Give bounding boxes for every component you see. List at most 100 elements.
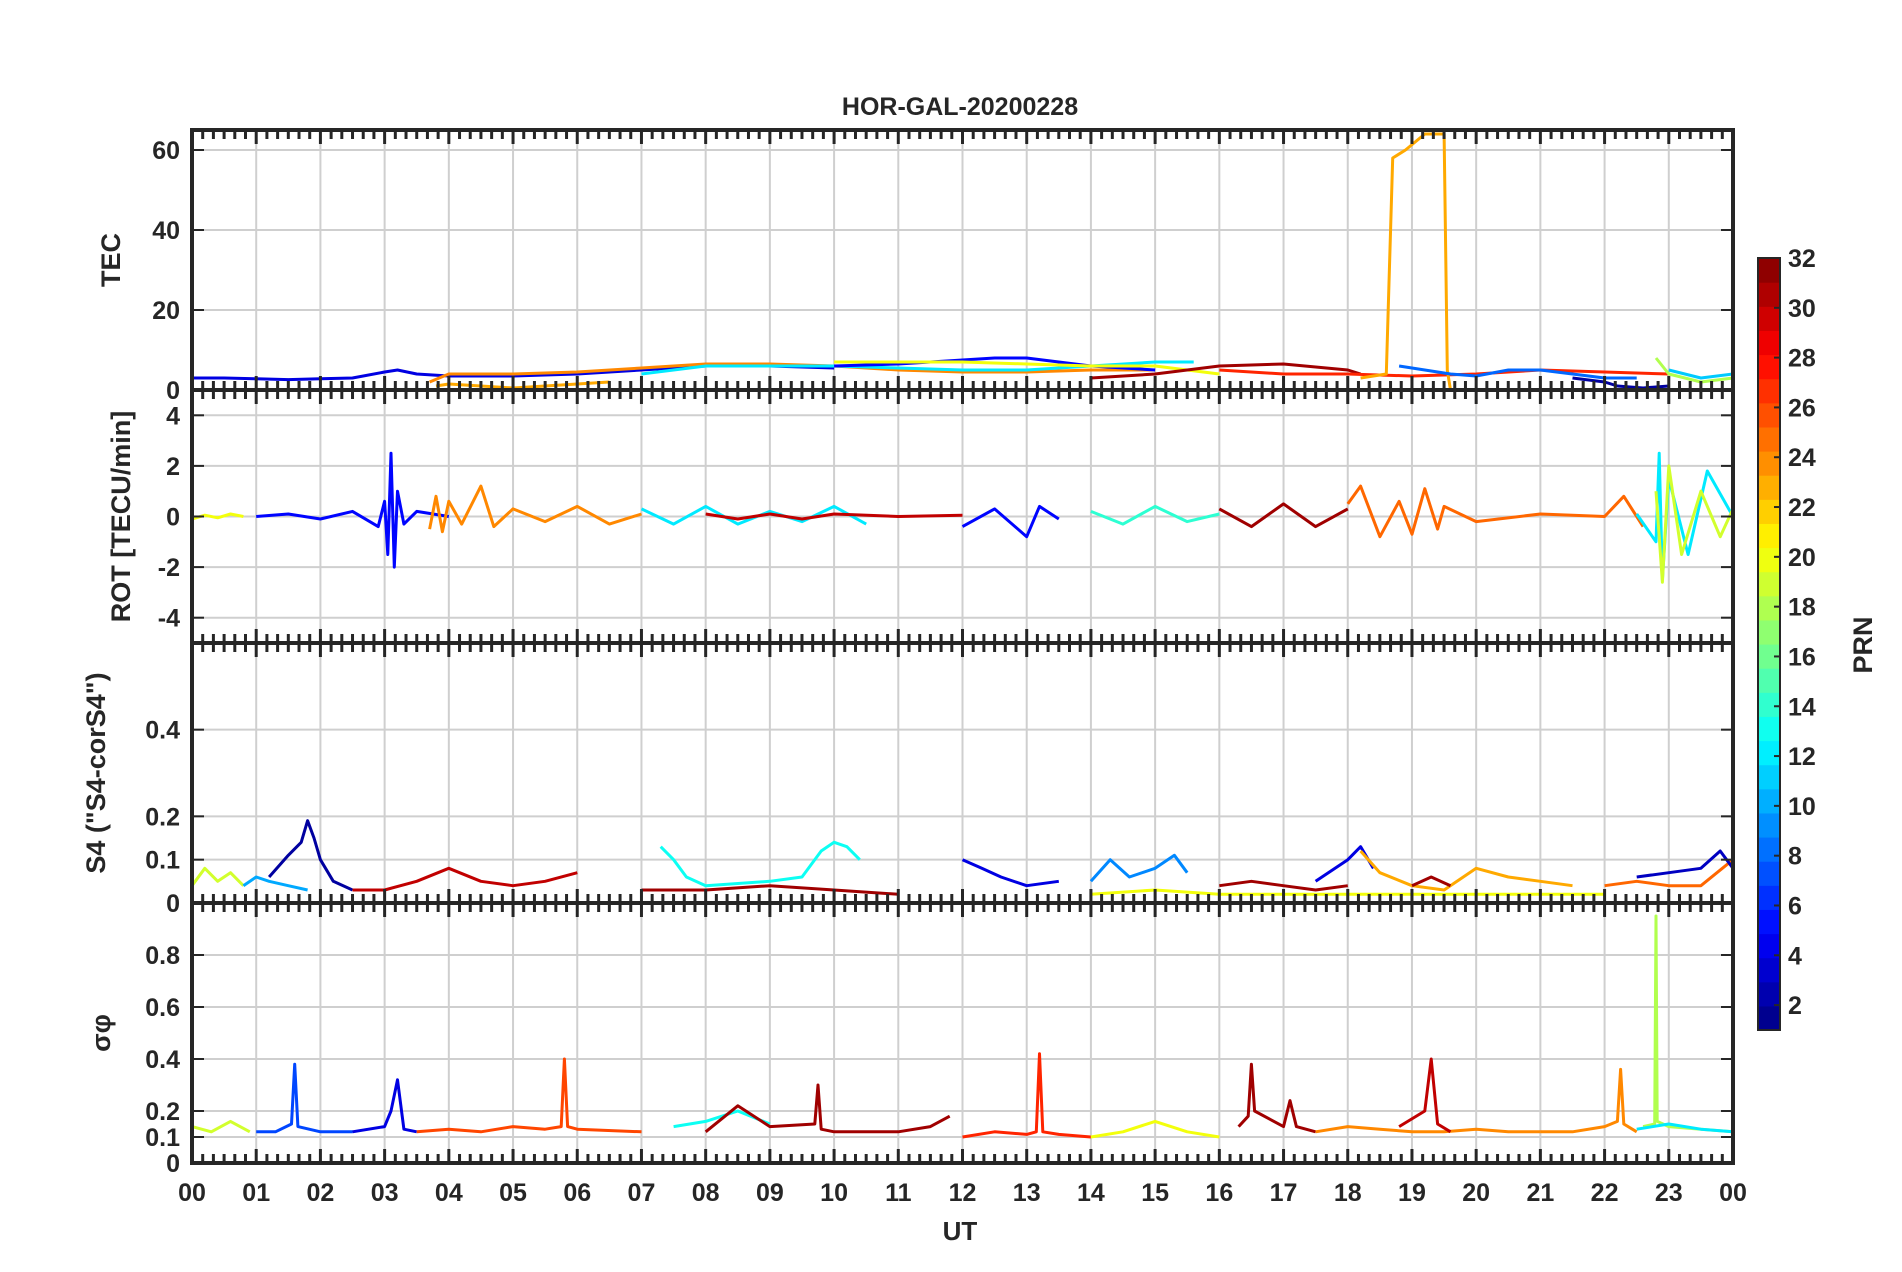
y-tick-label: 0.1	[145, 847, 180, 875]
colorbar-segment	[1758, 957, 1780, 983]
colorbar-segment	[1758, 764, 1780, 790]
y-tick-label: 0	[166, 504, 180, 532]
tick-marks	[190, 903, 1735, 1164]
y-axis-label: ROT [TECU/min]	[106, 411, 136, 622]
series-line-prn-25	[1604, 858, 1733, 888]
series-line-prn-24	[1315, 1125, 1541, 1134]
x-tick-label: 10	[820, 1179, 848, 1207]
series-line-prn-3	[1636, 849, 1733, 879]
colorbar-segment	[1758, 788, 1780, 814]
series-line-prn-26	[416, 1057, 642, 1134]
y-tick-label: 0.8	[145, 942, 180, 970]
colorbar-tick-label: 2	[1788, 992, 1802, 1020]
y-axis-label: S4 ("S4-corS4")	[81, 672, 111, 873]
y-tick-label: 0.6	[145, 994, 180, 1022]
series-line-prn-19	[1654, 464, 1733, 584]
series-line-prn-30	[352, 866, 578, 892]
y-tick-label: 60	[152, 137, 180, 165]
series-line-prn-19	[192, 1119, 251, 1134]
series-line-prn-12	[1636, 1122, 1733, 1134]
series-line-prn-31	[1219, 879, 1348, 892]
y-axis-label: σφ	[86, 1014, 116, 1052]
colorbar-segment	[1758, 547, 1780, 573]
colorbar-tick-label: 30	[1788, 295, 1816, 323]
x-tick-label: 18	[1334, 1179, 1362, 1207]
panel-tec: 0 20 40 60 TEC	[96, 128, 1735, 405]
panel-sigma_phi: 00.10.2 0.4 0.6 0.8 σφ 00 01 02 03 04 05 06 07 08 09 10…	[86, 901, 1747, 1207]
series-line-prn-2	[267, 819, 354, 892]
series-line-prn-24	[428, 484, 642, 534]
colorbar-segment	[1758, 378, 1780, 404]
colorbar-tick-label: 22	[1788, 494, 1816, 522]
x-tick-label: 21	[1526, 1179, 1554, 1207]
series-line-prn-20	[1090, 1119, 1220, 1139]
series-line-prn-19	[192, 866, 245, 887]
colorbar-segment	[1758, 330, 1780, 356]
colorbar-segment	[1758, 571, 1780, 597]
colorbar-segment	[1758, 716, 1780, 742]
series-line-prn-7	[256, 1062, 353, 1134]
series-line-prn-24	[1540, 1067, 1638, 1134]
x-tick-label: 01	[242, 1179, 270, 1207]
x-tick-label: 13	[1013, 1179, 1041, 1207]
series-line-prn-27	[1219, 368, 1669, 378]
x-tick-label: 22	[1591, 1179, 1619, 1207]
y-tick-label: 0.2	[145, 1098, 180, 1126]
colorbar-tick-label: 10	[1788, 793, 1816, 821]
x-tick-label: 20	[1462, 1179, 1490, 1207]
colorbar-segment	[1758, 668, 1780, 693]
colorbar-frame	[1757, 257, 1781, 1031]
y-tick-label: 0.2	[145, 803, 180, 831]
colorbar-segment	[1758, 981, 1780, 1007]
y-tick-label: 0	[166, 377, 180, 405]
series-line-prn-31	[1411, 875, 1452, 888]
axes-frame	[190, 901, 1735, 1165]
colorbar-segment	[1758, 692, 1780, 717]
colorbar-segment	[1758, 644, 1780, 669]
colorbar-segment	[1758, 595, 1780, 621]
series-line-prn-9	[1089, 853, 1189, 883]
series-line-prn-31	[704, 1083, 951, 1134]
series-line-prn-31	[1090, 362, 1362, 380]
series-line-prn-18	[1654, 357, 1733, 384]
colorbar-tick-label: 28	[1788, 345, 1816, 373]
x-tick-label: 07	[628, 1179, 656, 1207]
y-tick-label: 40	[152, 217, 180, 245]
figure-title: HOR-GAL-20200228	[842, 93, 1078, 121]
x-tick-label: 16	[1205, 1179, 1233, 1207]
colorbar-segment	[1758, 1005, 1780, 1031]
colorbar-label: PRN	[1848, 616, 1878, 673]
x-tick-label: 15	[1141, 1179, 1169, 1207]
x-axis-label: UT	[943, 1216, 978, 1246]
y-tick-label: 2	[166, 453, 180, 481]
series-line-prn-31	[1218, 502, 1349, 529]
y-tick-label: 0.1	[145, 1124, 180, 1152]
colorbar-segment	[1758, 523, 1780, 549]
y-tick-label: 0.4	[145, 1046, 180, 1074]
series-line-prn-30	[1398, 1057, 1452, 1134]
colorbar-segment	[1758, 885, 1780, 910]
panel-s4: 0 0.1 0.2 0.4 S4 ("S4-corS4")	[81, 641, 1735, 918]
x-tick-label: 06	[563, 1179, 591, 1207]
y-tick-label: -2	[158, 554, 180, 582]
colorbar-tick-label: 16	[1788, 643, 1816, 671]
colorbar-tick-label: 12	[1788, 743, 1816, 771]
series-line-prn-14	[1090, 504, 1220, 526]
colorbar-segment	[1758, 402, 1780, 428]
colorbar-segment	[1758, 619, 1780, 645]
series-line-prn-25	[1346, 484, 1645, 539]
series-line-prn-8	[1398, 364, 1637, 380]
colorbar-segment	[1758, 740, 1780, 766]
series-line-prn-2	[1572, 376, 1669, 390]
series-line-prn-23	[1359, 850, 1573, 892]
series-line-prn-4	[352, 1078, 417, 1134]
series-line-prn-13	[659, 840, 861, 888]
colorbar-tick-label: 8	[1788, 843, 1802, 871]
x-tick-label: 00	[178, 1179, 206, 1207]
colorbar-tick-label: 20	[1788, 544, 1816, 572]
x-tick-label: 05	[499, 1179, 527, 1207]
colorbar-tick-label: 18	[1788, 594, 1816, 622]
series-line-prn-31	[641, 884, 899, 896]
colorbar-tick-label: 4	[1788, 942, 1802, 970]
